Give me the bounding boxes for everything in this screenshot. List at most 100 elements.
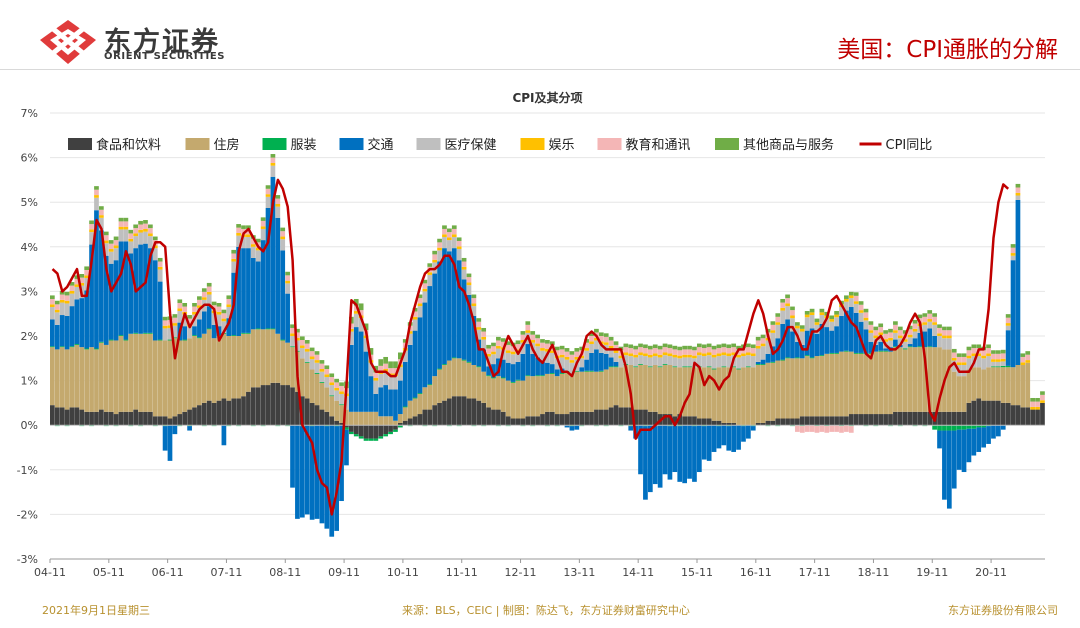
bar-segment xyxy=(285,271,290,276)
bar-segment xyxy=(706,347,712,353)
bar-segment xyxy=(64,295,70,301)
bar-segment xyxy=(726,367,732,423)
bar-segment xyxy=(848,351,854,415)
bar-segment xyxy=(716,344,722,349)
bar-segment xyxy=(427,272,433,275)
bar-segment xyxy=(569,360,575,363)
bar-segment xyxy=(383,371,389,386)
bar-segment xyxy=(417,294,423,299)
bar-segment xyxy=(554,414,560,426)
bar-segment xyxy=(118,226,124,230)
bar-segment xyxy=(995,366,1001,368)
bar-segment xyxy=(917,332,923,347)
bar-segment xyxy=(897,347,903,412)
bar-segment xyxy=(157,340,163,417)
bar-segment xyxy=(64,300,70,304)
bar-segment xyxy=(285,280,290,284)
bar-segment xyxy=(804,314,810,318)
bar-segment xyxy=(398,425,403,428)
bar-segment xyxy=(59,347,65,408)
bar-segment xyxy=(628,344,634,349)
bar-segment xyxy=(942,335,947,339)
bar-segment xyxy=(520,342,526,354)
bar-segment xyxy=(1005,365,1011,368)
bar-segment xyxy=(520,380,526,419)
bar-segment xyxy=(652,348,658,354)
bar-segment xyxy=(741,348,746,354)
bar-segment xyxy=(657,349,663,355)
bar-segment xyxy=(819,356,825,417)
bar-segment xyxy=(393,389,398,421)
bar-segment xyxy=(1035,406,1040,410)
bar-segment xyxy=(192,302,197,307)
bar-segment xyxy=(682,366,687,368)
bar-segment xyxy=(647,354,653,358)
bar-segment xyxy=(746,347,751,353)
bar-segment xyxy=(510,346,516,352)
bar-segment xyxy=(716,356,722,368)
bar-segment xyxy=(89,220,94,225)
bar-segment xyxy=(461,396,467,426)
bar-segment xyxy=(94,186,99,190)
bar-segment xyxy=(643,348,648,354)
bar-segment xyxy=(123,217,129,222)
bar-segment xyxy=(981,425,986,428)
bar-segment xyxy=(603,333,609,337)
y-tick-label: -2% xyxy=(17,508,38,521)
bar-segment xyxy=(716,353,722,357)
bar-segment xyxy=(839,315,844,352)
bar-segment xyxy=(726,353,732,357)
bar-segment xyxy=(971,425,977,429)
bar-segment xyxy=(339,393,344,405)
bar-segment xyxy=(643,356,648,365)
bar-segment xyxy=(755,422,761,426)
bar-segment xyxy=(500,377,506,379)
bar-segment xyxy=(608,367,614,408)
bar-segment xyxy=(64,291,70,296)
bar-segment xyxy=(84,348,90,350)
bar-segment xyxy=(995,353,1001,360)
bar-segment xyxy=(540,348,545,351)
bar-segment xyxy=(736,425,741,450)
bar-segment xyxy=(383,425,389,435)
bar-segment xyxy=(927,346,933,348)
bar-segment xyxy=(103,235,109,241)
bar-segment xyxy=(991,367,996,401)
bar-segment xyxy=(393,368,398,374)
bar-segment xyxy=(638,364,643,410)
bar-segment xyxy=(437,247,442,251)
bar-segment xyxy=(883,333,888,340)
bar-segment xyxy=(285,283,290,294)
bar-segment xyxy=(299,426,305,518)
bar-segment xyxy=(246,333,251,392)
bar-segment xyxy=(785,319,790,358)
bar-segment xyxy=(726,344,732,349)
bar-segment xyxy=(143,243,148,333)
bar-segment xyxy=(976,427,982,452)
bar-segment xyxy=(461,257,467,262)
bar-segment xyxy=(922,347,928,412)
bar-segment xyxy=(442,248,447,365)
bar-segment xyxy=(250,257,256,330)
bar-segment xyxy=(951,348,957,353)
bar-segment xyxy=(554,376,560,415)
bar-segment xyxy=(481,349,487,372)
bar-segment xyxy=(123,339,129,341)
bar-segment xyxy=(554,369,560,377)
bar-segment xyxy=(540,342,545,349)
bar-segment xyxy=(89,411,94,426)
x-tick-label: 18-11 xyxy=(857,566,889,579)
bar-segment xyxy=(682,367,687,417)
bar-segment xyxy=(706,352,712,356)
bar-segment xyxy=(613,344,619,351)
x-tick-label: 07-11 xyxy=(210,566,242,579)
bar-segment xyxy=(69,293,75,307)
bar-segment xyxy=(559,373,565,374)
bar-segment xyxy=(172,337,178,339)
bar-segment xyxy=(1035,397,1040,402)
bar-segment xyxy=(329,416,335,426)
bar-segment xyxy=(505,416,511,426)
bar-segment xyxy=(295,391,300,426)
bar-segment xyxy=(721,425,727,446)
bar-segment xyxy=(893,332,898,340)
